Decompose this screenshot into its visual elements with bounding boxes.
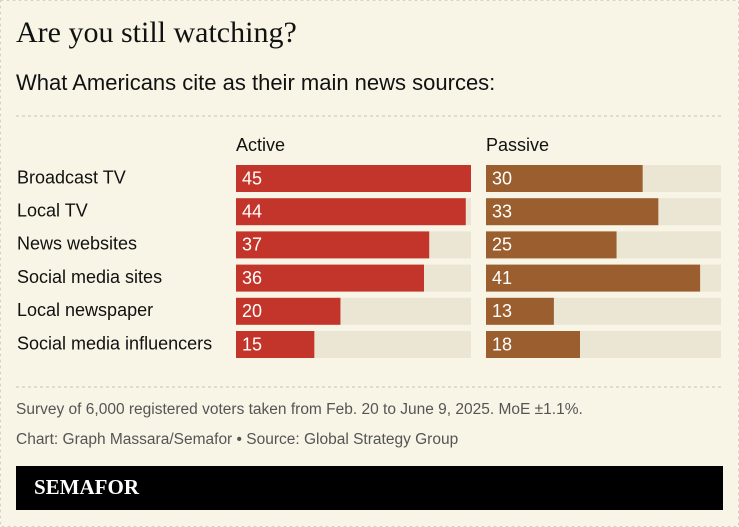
- value-label: 33: [492, 201, 512, 221]
- category-label: Social media influencers: [17, 333, 212, 353]
- category-label: Local TV: [17, 200, 88, 220]
- bar: [486, 297, 554, 325]
- bar: [486, 264, 701, 292]
- category-label: Broadcast TV: [17, 167, 126, 187]
- brand-bar: [16, 466, 723, 510]
- value-label: 37: [242, 235, 262, 255]
- bar: [236, 264, 424, 292]
- value-label: 30: [492, 168, 512, 188]
- bar: [236, 231, 430, 259]
- chart-subtitle: What Americans cite as their main news s…: [16, 70, 495, 95]
- category-label: Local newspaper: [17, 300, 153, 320]
- bar: [486, 198, 659, 226]
- bar: [236, 297, 341, 325]
- value-label: 44: [242, 201, 262, 221]
- series-header: Passive: [486, 135, 549, 155]
- value-label: 36: [242, 268, 262, 288]
- credit: Chart: Graph Massara/Semafor • Source: G…: [16, 431, 458, 448]
- series-header: Active: [236, 135, 285, 155]
- value-label: 20: [242, 301, 262, 321]
- value-label: 15: [242, 334, 262, 354]
- bar: [236, 198, 466, 226]
- category-label: Social media sites: [17, 267, 162, 287]
- chart-title: Are you still watching?: [16, 16, 297, 49]
- footnote: Survey of 6,000 registered voters taken …: [16, 401, 583, 418]
- category-label: News websites: [17, 234, 137, 254]
- bar: [236, 331, 315, 358]
- brand: SEMAFOR: [34, 475, 140, 499]
- bar: [486, 331, 580, 358]
- value-label: 18: [492, 334, 512, 354]
- value-label: 13: [492, 301, 512, 321]
- bar: [486, 165, 643, 192]
- value-label: 41: [492, 268, 512, 288]
- value-label: 45: [242, 168, 262, 188]
- bar: [236, 165, 471, 192]
- bar: [486, 231, 617, 259]
- value-label: 25: [492, 235, 512, 255]
